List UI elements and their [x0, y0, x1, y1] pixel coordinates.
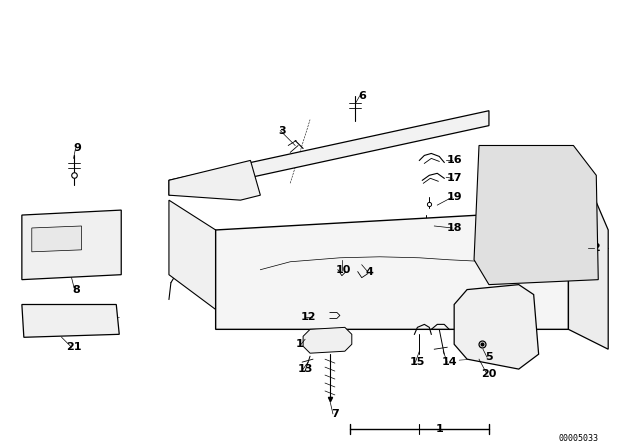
Polygon shape	[216, 210, 568, 329]
Text: 10: 10	[336, 265, 351, 275]
Text: 2: 2	[593, 243, 600, 253]
Polygon shape	[568, 195, 608, 349]
Polygon shape	[454, 284, 539, 369]
Text: 18: 18	[447, 223, 462, 233]
Text: 13: 13	[298, 364, 313, 374]
Text: 16: 16	[446, 155, 462, 165]
Text: 3: 3	[278, 125, 286, 136]
Text: 6: 6	[358, 91, 365, 101]
Text: 7: 7	[331, 409, 339, 419]
Polygon shape	[169, 160, 260, 200]
Polygon shape	[32, 226, 81, 252]
Text: 21: 21	[66, 342, 81, 352]
Text: 20: 20	[481, 369, 497, 379]
Text: 15: 15	[410, 357, 425, 367]
Polygon shape	[474, 146, 598, 284]
Text: 19: 19	[446, 192, 462, 202]
Text: 9: 9	[74, 143, 81, 154]
Polygon shape	[22, 210, 121, 280]
Text: 11: 11	[295, 339, 311, 349]
Text: 1: 1	[435, 424, 443, 434]
Polygon shape	[169, 111, 489, 195]
Polygon shape	[169, 200, 216, 310]
Polygon shape	[22, 305, 119, 337]
Text: 17: 17	[447, 173, 462, 183]
Text: 8: 8	[73, 284, 81, 295]
Polygon shape	[303, 327, 352, 353]
Text: 12: 12	[300, 312, 316, 323]
Text: 00005033: 00005033	[558, 434, 598, 443]
Text: 14: 14	[442, 357, 457, 367]
Text: 5: 5	[485, 352, 493, 362]
Text: 4: 4	[365, 267, 374, 277]
